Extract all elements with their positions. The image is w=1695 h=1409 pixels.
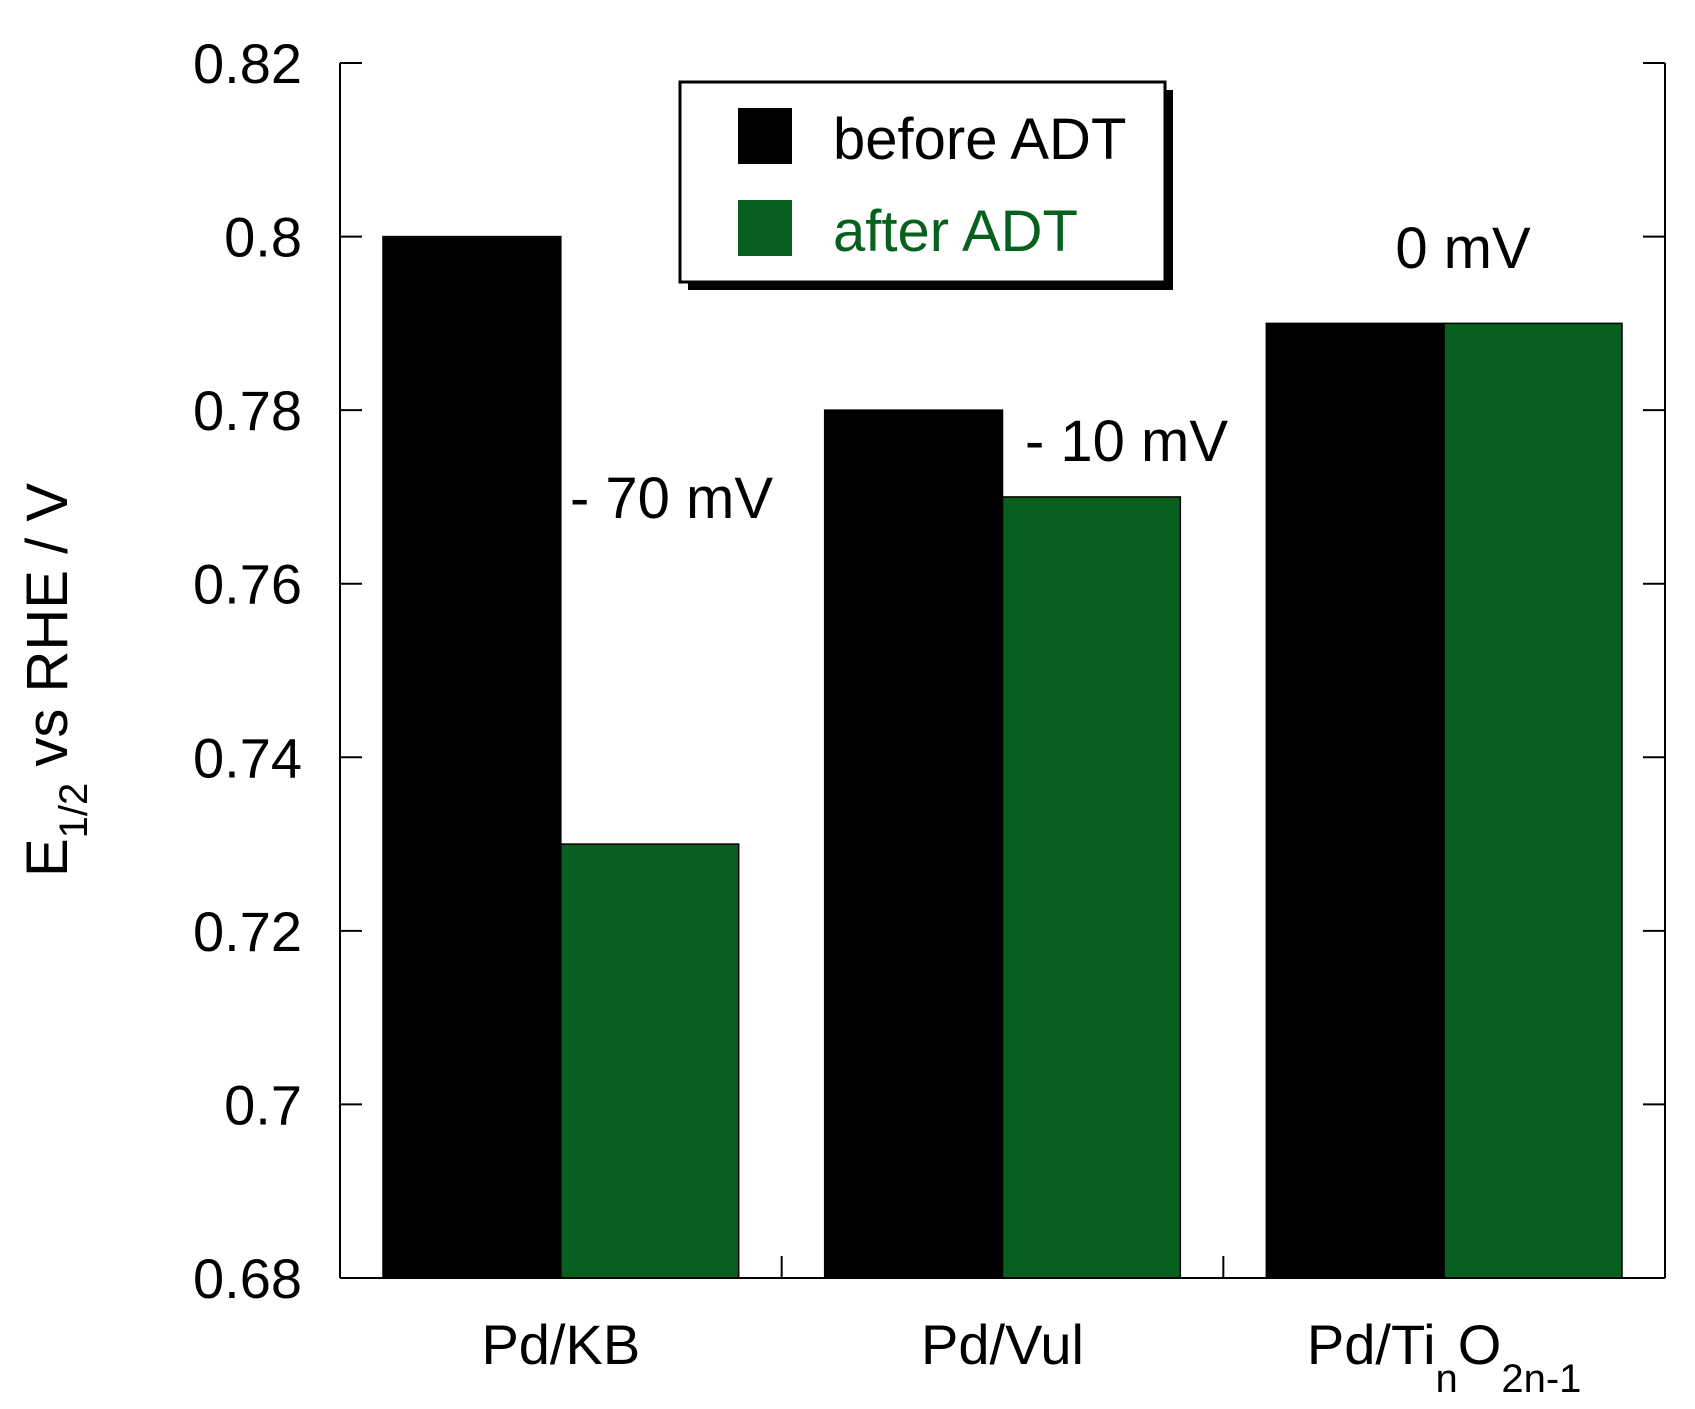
y-tick-label: 0.76 [193,553,302,616]
annotations-layer: - 70 mV - 10 mV 0 mV [570,216,1531,531]
svg-text:E1/2 vs RHE / V: E1/2 vs RHE / V [15,483,96,877]
x-category-label-1: Pd/Vul [921,1313,1084,1376]
y-axis-label: E1/2 vs RHE / V [15,483,96,877]
bar-after-2 [1443,322,1623,1279]
y-tick-label: 0.82 [193,32,302,95]
bar-before-0 [382,235,562,1279]
labels-layer: 0.68 0.7 0.72 0.74 0.76 0.78 0.8 0.82 Pd/KB Pd/Vu… [193,32,1581,1401]
y-tick-label: 0.8 [224,206,302,269]
bar-after-1 [1001,496,1182,1279]
bar-before-1 [823,409,1004,1279]
legend-swatch-after [738,200,792,256]
bar-before-2 [1265,322,1445,1279]
legend-swatch-before [738,108,792,164]
y-axis-label-main: E [15,838,80,877]
y-tick-label: 0.72 [193,900,302,963]
bars-layer [382,235,1623,1279]
legend-label-before: before ADT [833,107,1126,172]
y-tick-label: 0.74 [193,726,302,789]
ticks-layer [340,62,1665,1279]
y-axis-label-rest: vs RHE / V [15,483,80,783]
legend: before ADT after ADT [678,80,1173,290]
axes-layer [339,63,1666,1279]
y-tick-label: 0.78 [193,379,302,442]
y-tick-label: 0.68 [193,1247,302,1310]
x-category-label-2: Pd/TinO2n-1 [1307,1313,1582,1401]
annotation-1: - 10 mV [1025,409,1228,474]
annotation-2: 0 mV [1395,216,1531,281]
x-category-label-0: Pd/KB [481,1313,640,1376]
y-axis-label-subscript: 1/2 [52,783,96,839]
bar-after-0 [560,843,740,1279]
legend-label-after: after ADT [833,199,1078,264]
annotation-0: - 70 mV [570,466,773,531]
y-tick-label: 0.7 [224,1073,302,1136]
